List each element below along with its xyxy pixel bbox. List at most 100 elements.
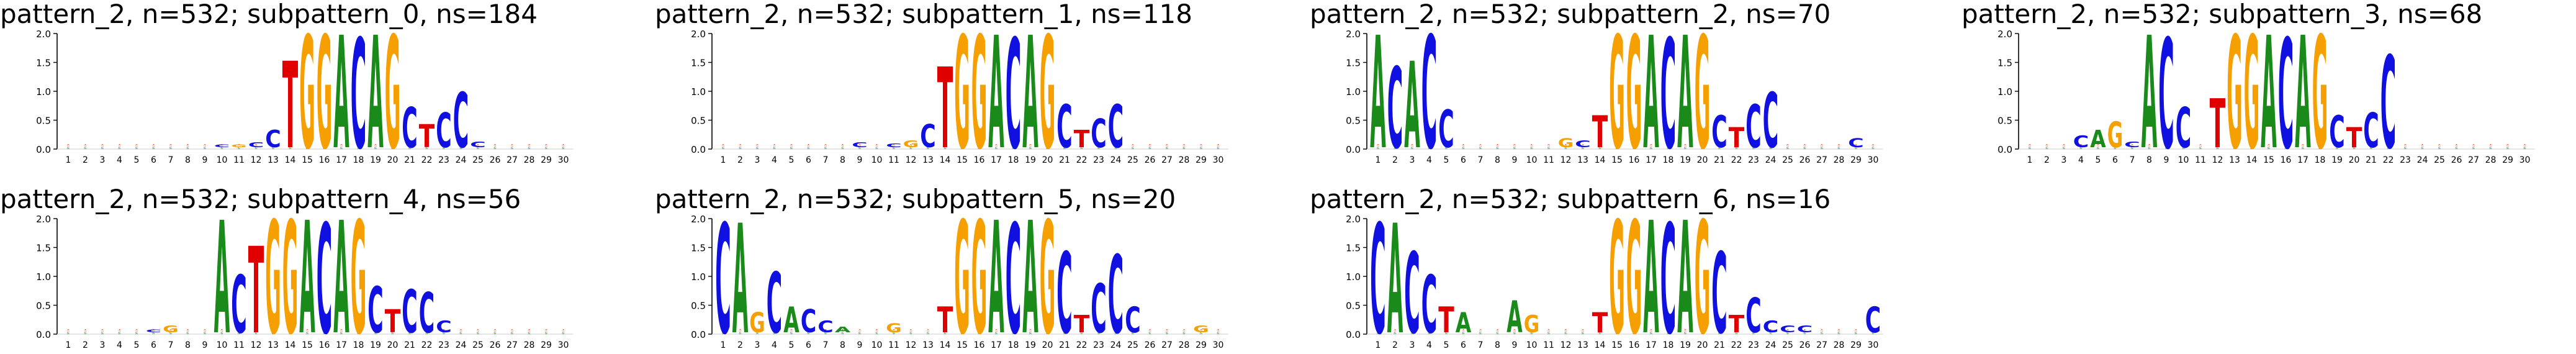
noise-letter: T [528, 329, 531, 331]
x-tick-label: 16 [974, 155, 985, 165]
logo-letter-glyph: T [1592, 107, 1608, 158]
x-tick-label: 19 [2331, 155, 2343, 165]
noise-letter: T [1445, 144, 1448, 146]
noise-letter: T [306, 144, 309, 146]
noise-letter: T [722, 329, 725, 331]
noise-letter: T [2318, 144, 2322, 146]
noise-letter: T [1132, 329, 1135, 331]
x-tick-label: 13 [2229, 155, 2240, 165]
noise-letter: C [306, 147, 308, 148]
x-tick-label: 9 [857, 340, 863, 350]
noise-letter: A [927, 333, 930, 335]
noise-letter: C [1564, 147, 1567, 148]
noise-letter: A [357, 333, 360, 335]
noise-letter: A [408, 148, 412, 150]
logo-letter-glyph: C [1370, 212, 1386, 353]
logo-letter-A: A [783, 299, 799, 341]
x-tick-label: 1 [1376, 155, 1381, 165]
noise-letter: G [1513, 145, 1516, 147]
noise-letter: A [1547, 148, 1551, 150]
noise-letter: C [1063, 332, 1066, 334]
noise-letter: A [2404, 148, 2407, 150]
noise-letter: G [493, 145, 497, 147]
logo-letter-A: A [1506, 293, 1523, 343]
noise-letter: C [2472, 147, 2475, 148]
noise-letter: C [238, 332, 240, 334]
x-tick-label: 12 [1560, 340, 1572, 350]
logo-letter-C: C [1780, 324, 1796, 335]
logo-letter-C: C [1125, 299, 1141, 341]
noise-letter: C [722, 332, 724, 334]
logo-letter-glyph: A [1387, 212, 1403, 353]
noise-letter: G [1182, 145, 1186, 147]
logo-letter-C: C [2363, 104, 2379, 159]
x-tick-label: 13 [1577, 155, 1588, 165]
noise-letter: C [289, 332, 291, 334]
noise-letter: T [306, 329, 309, 331]
noise-letter: T [943, 329, 947, 331]
noise-letter: C [927, 147, 929, 148]
noise-letter: A [84, 148, 87, 150]
noise-letter: A [841, 148, 844, 150]
logo-letter-glyph: T [385, 302, 401, 340]
logo-panel-subpattern-6: pattern_2, n=532; subpattern_6, ns=16 0.… [1310, 185, 1918, 353]
noise-letter: T [340, 329, 343, 331]
noise-letter: T [1855, 144, 1858, 146]
noise-letter: G [1217, 330, 1220, 332]
noise-letter: C [562, 147, 564, 148]
logo-letter-C: C [920, 117, 936, 155]
logo-letter-glyph: C [1711, 107, 1727, 158]
noise-letter: T [1182, 329, 1186, 331]
noise-letter: A [1701, 148, 1704, 150]
logo-letter-C: C [351, 27, 367, 168]
noise-letter: A [169, 148, 173, 150]
x-tick-label: 11 [2195, 155, 2206, 165]
x-tick-label: 12 [906, 155, 917, 165]
x-tick-label: 19 [1025, 155, 1036, 165]
noise-letter: T [790, 144, 793, 146]
noise-letter: T [2079, 144, 2083, 146]
logo-letter-glyph: A [1643, 27, 1659, 168]
noise-letter: C [1080, 332, 1083, 334]
logo-letter-glyph: C [470, 140, 486, 149]
logo-letter-glyph: A [783, 299, 799, 341]
noise-letter: T [289, 329, 292, 331]
noise-letter: G [807, 145, 810, 147]
noise-letter: C [756, 147, 759, 148]
noise-letter: A [1080, 333, 1083, 335]
noise-letter: G [67, 145, 70, 147]
noise-letter: T [545, 329, 548, 331]
x-tick-label: 27 [507, 340, 518, 350]
noise-letter: T [254, 144, 258, 146]
logo-letter-glyph: C [317, 212, 333, 353]
noise-letter: T [323, 329, 326, 331]
logo-letter-glyph: A [333, 27, 349, 168]
noise-letter: C [1200, 332, 1202, 334]
noise-letter: C [909, 147, 912, 148]
noise-letter: C [893, 147, 895, 148]
noise-letter: C [927, 332, 929, 334]
noise-letter: G [1752, 145, 1755, 147]
noise-letter: T [790, 329, 793, 331]
noise-letter: T [893, 144, 896, 146]
noise-letter: C [2165, 147, 2168, 148]
noise-letter: A [374, 148, 377, 150]
logo-letter-glyph: T [2346, 122, 2362, 154]
noise-letter: C [1650, 332, 1652, 334]
noise-letter: T [391, 144, 394, 146]
noise-letter: A [1148, 333, 1151, 335]
logo-letter-C: C [1387, 45, 1403, 168]
x-tick-label: 19 [1680, 340, 1691, 350]
noise-letter: C [1462, 332, 1464, 334]
noise-letter: G [2148, 145, 2151, 147]
noise-letter: C [254, 332, 257, 334]
x-tick-label: 29 [541, 155, 552, 165]
noise-letter: T [1871, 144, 1875, 146]
logo-letter-C: C [886, 143, 902, 148]
noise-letter: A [1633, 333, 1636, 335]
noise-letter: C [909, 332, 912, 334]
x-tick-label: 9 [202, 340, 208, 350]
x-tick-label: 8 [1495, 340, 1500, 350]
x-tick-label: 7 [823, 340, 829, 350]
x-tick-label: 26 [490, 340, 501, 350]
